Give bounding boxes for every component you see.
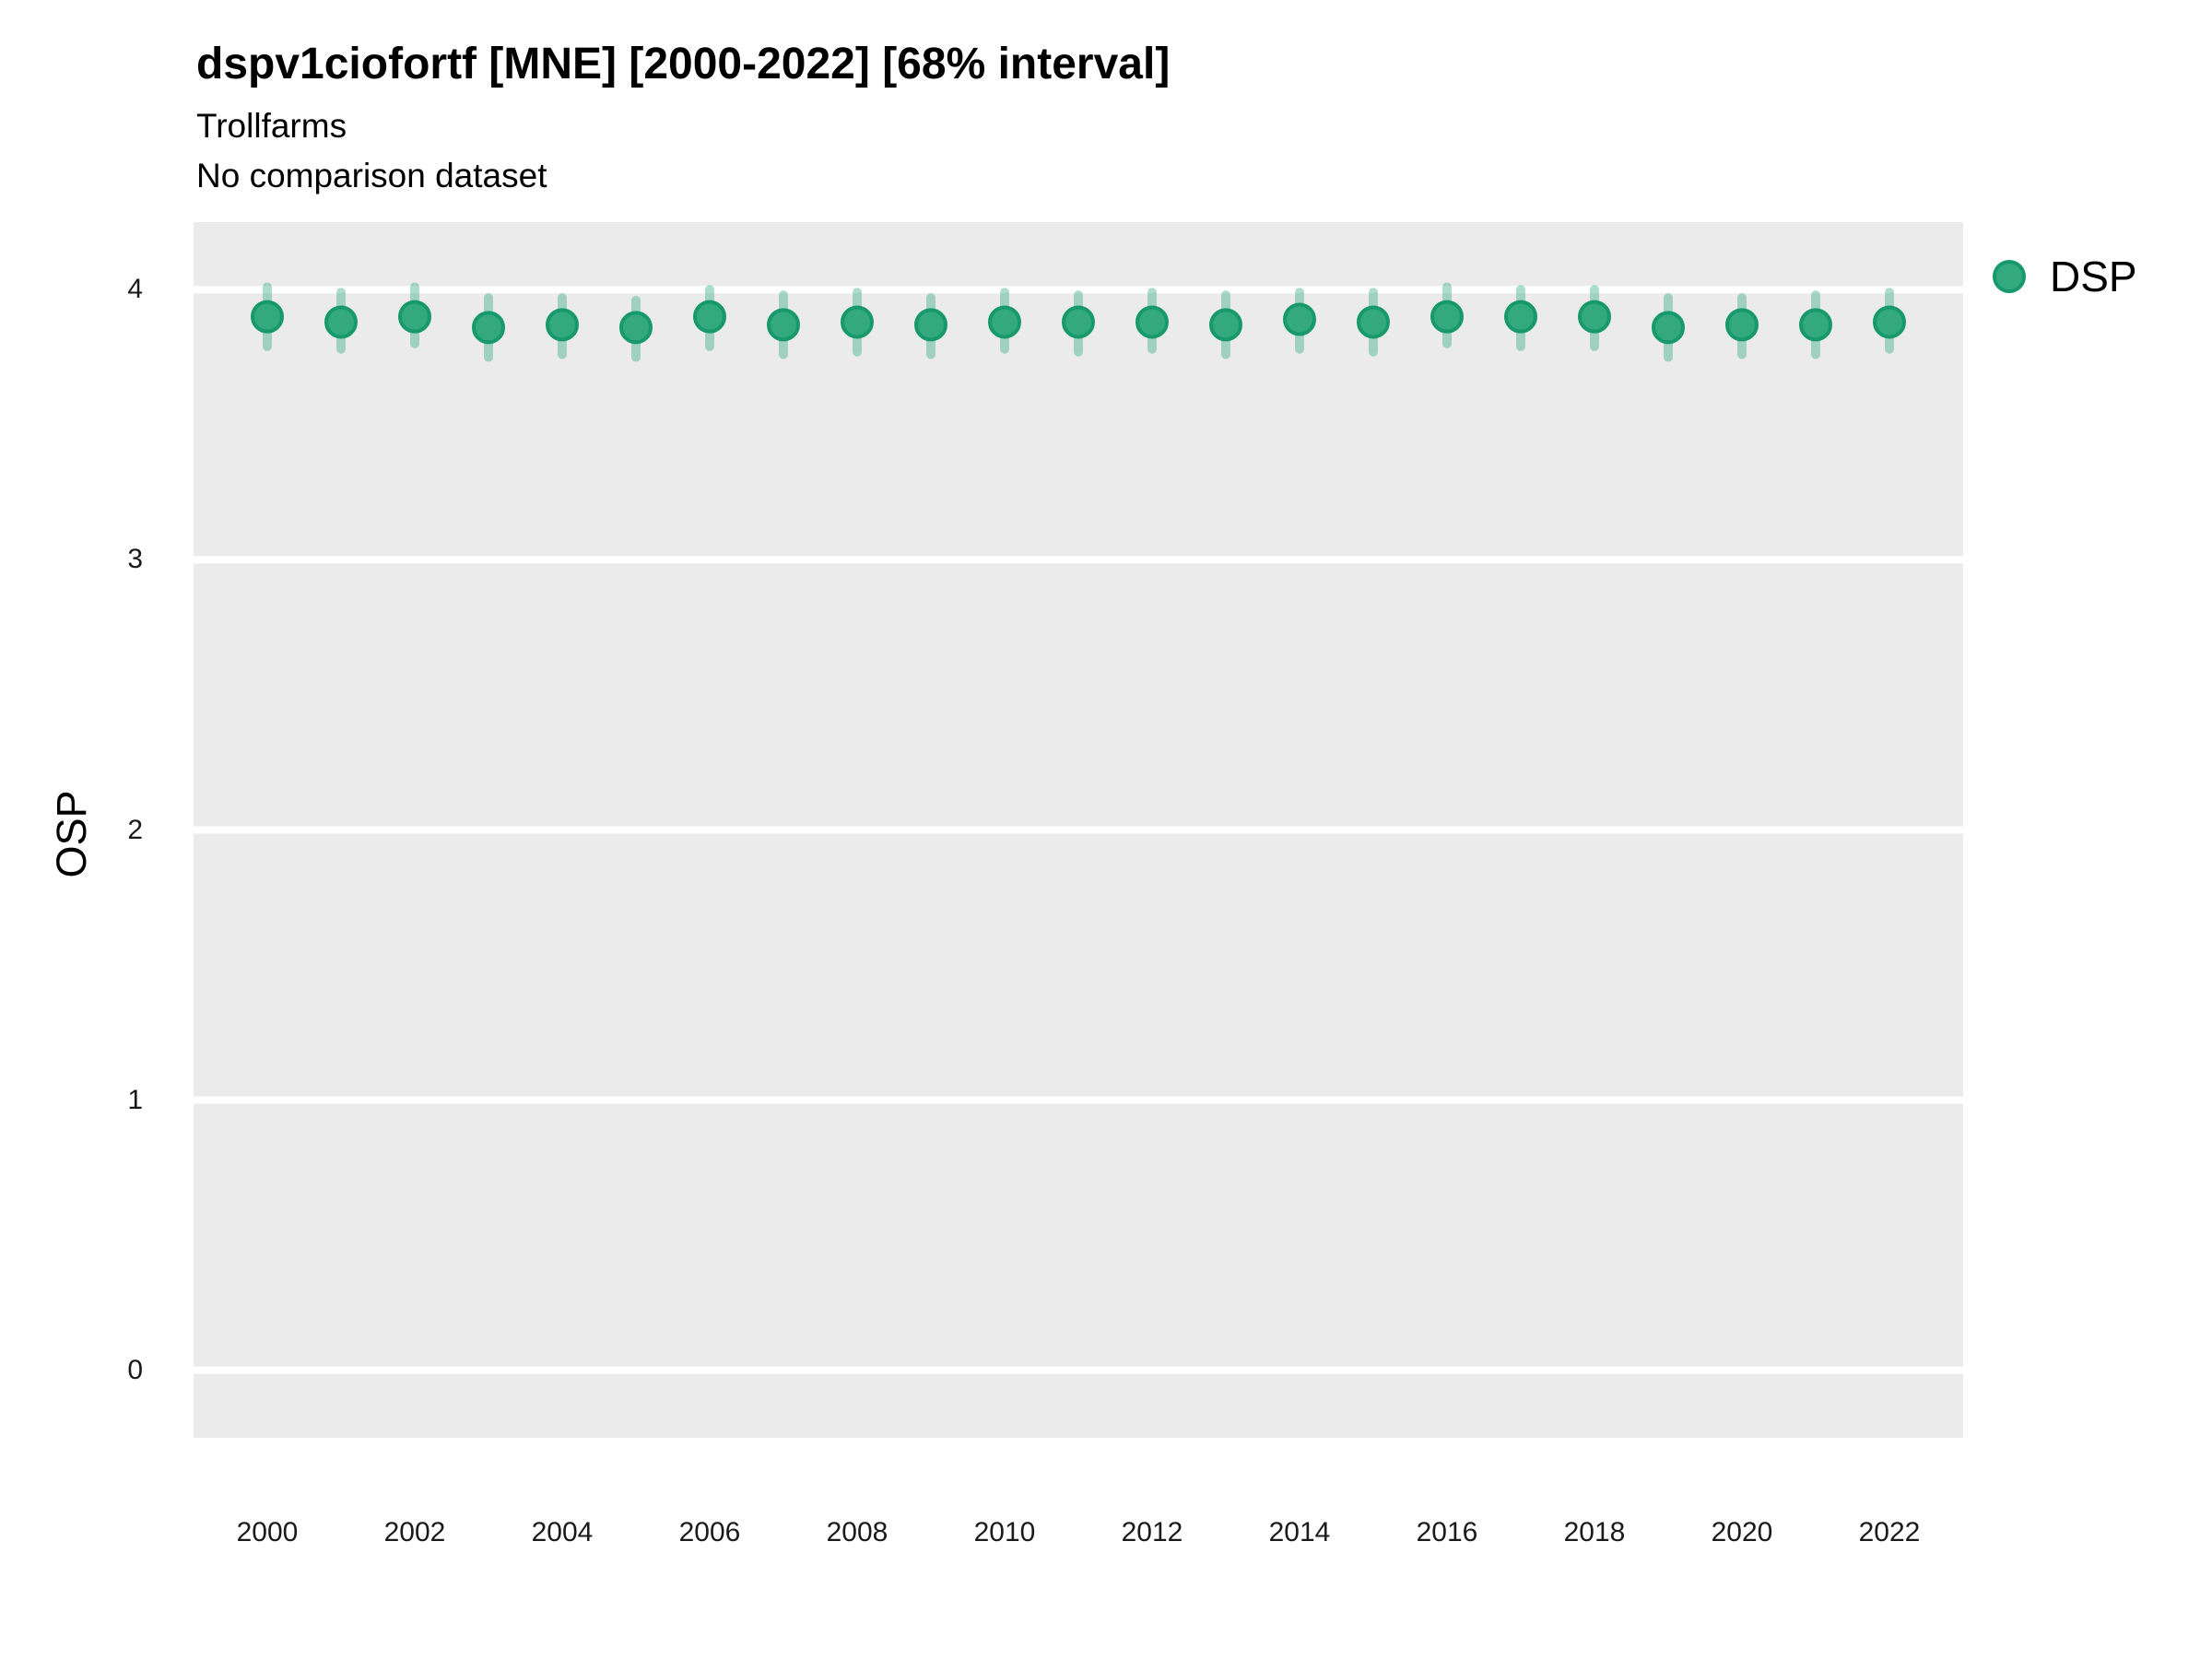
- data-point: [914, 308, 947, 342]
- x-tick-label: 2002: [383, 1517, 446, 1547]
- data-point: [546, 308, 579, 342]
- grid-line: [194, 286, 1963, 294]
- chart-title: dspv1ciofortf [MNE] [2000-2022] [68% int…: [196, 40, 1171, 88]
- x-tick-label: 2004: [531, 1517, 594, 1547]
- y-tick-label: 2: [127, 814, 143, 845]
- data-point: [251, 300, 284, 334]
- x-tick-label: 2022: [1858, 1517, 1921, 1547]
- grid-line: [194, 826, 1963, 834]
- data-point: [1135, 305, 1169, 339]
- grid-line: [194, 556, 1963, 564]
- data-point: [472, 311, 505, 345]
- data-point: [1430, 300, 1464, 334]
- data-point: [324, 305, 358, 339]
- x-tick-label: 2010: [973, 1517, 1036, 1547]
- y-tick-label: 4: [127, 274, 143, 305]
- legend-entry-label: DSP: [2050, 253, 2137, 300]
- grid-line: [194, 1096, 1963, 1104]
- x-tick-label: 2008: [826, 1517, 888, 1547]
- data-point: [1357, 305, 1390, 339]
- x-tick-label: 2000: [236, 1517, 299, 1547]
- x-tick-label: 2012: [1121, 1517, 1183, 1547]
- data-point: [1578, 300, 1611, 334]
- data-point: [1799, 308, 1832, 342]
- comparison-note: No comparison dataset: [196, 157, 547, 194]
- data-point: [767, 308, 800, 342]
- data-point: [1725, 308, 1759, 342]
- data-point: [619, 311, 653, 345]
- x-tick-label: 2016: [1416, 1517, 1478, 1547]
- grid-line: [194, 1366, 1963, 1374]
- legend-point-icon: [1993, 260, 2026, 293]
- data-point: [841, 305, 874, 339]
- data-point: [1062, 305, 1095, 339]
- x-tick-label: 2020: [1711, 1517, 1773, 1547]
- chart-subtitle: Trollfarms: [196, 107, 347, 145]
- y-tick-label: 3: [127, 544, 143, 575]
- legend-dot: [1993, 260, 2026, 293]
- x-tick-label: 2018: [1563, 1517, 1626, 1547]
- data-point: [1283, 302, 1316, 336]
- data-point: [1504, 300, 1537, 334]
- data-point: [1209, 308, 1242, 342]
- data-point: [1873, 305, 1906, 339]
- x-tick-label: 2006: [678, 1517, 741, 1547]
- data-point: [988, 305, 1021, 339]
- x-tick-label: 2014: [1268, 1517, 1331, 1547]
- legend: DSP: [1989, 251, 2137, 302]
- y-tick-label: 1: [127, 1084, 143, 1115]
- y-tick-label: 0: [127, 1354, 143, 1385]
- data-point: [693, 300, 726, 334]
- data-point: [398, 300, 431, 334]
- data-point: [1652, 311, 1685, 345]
